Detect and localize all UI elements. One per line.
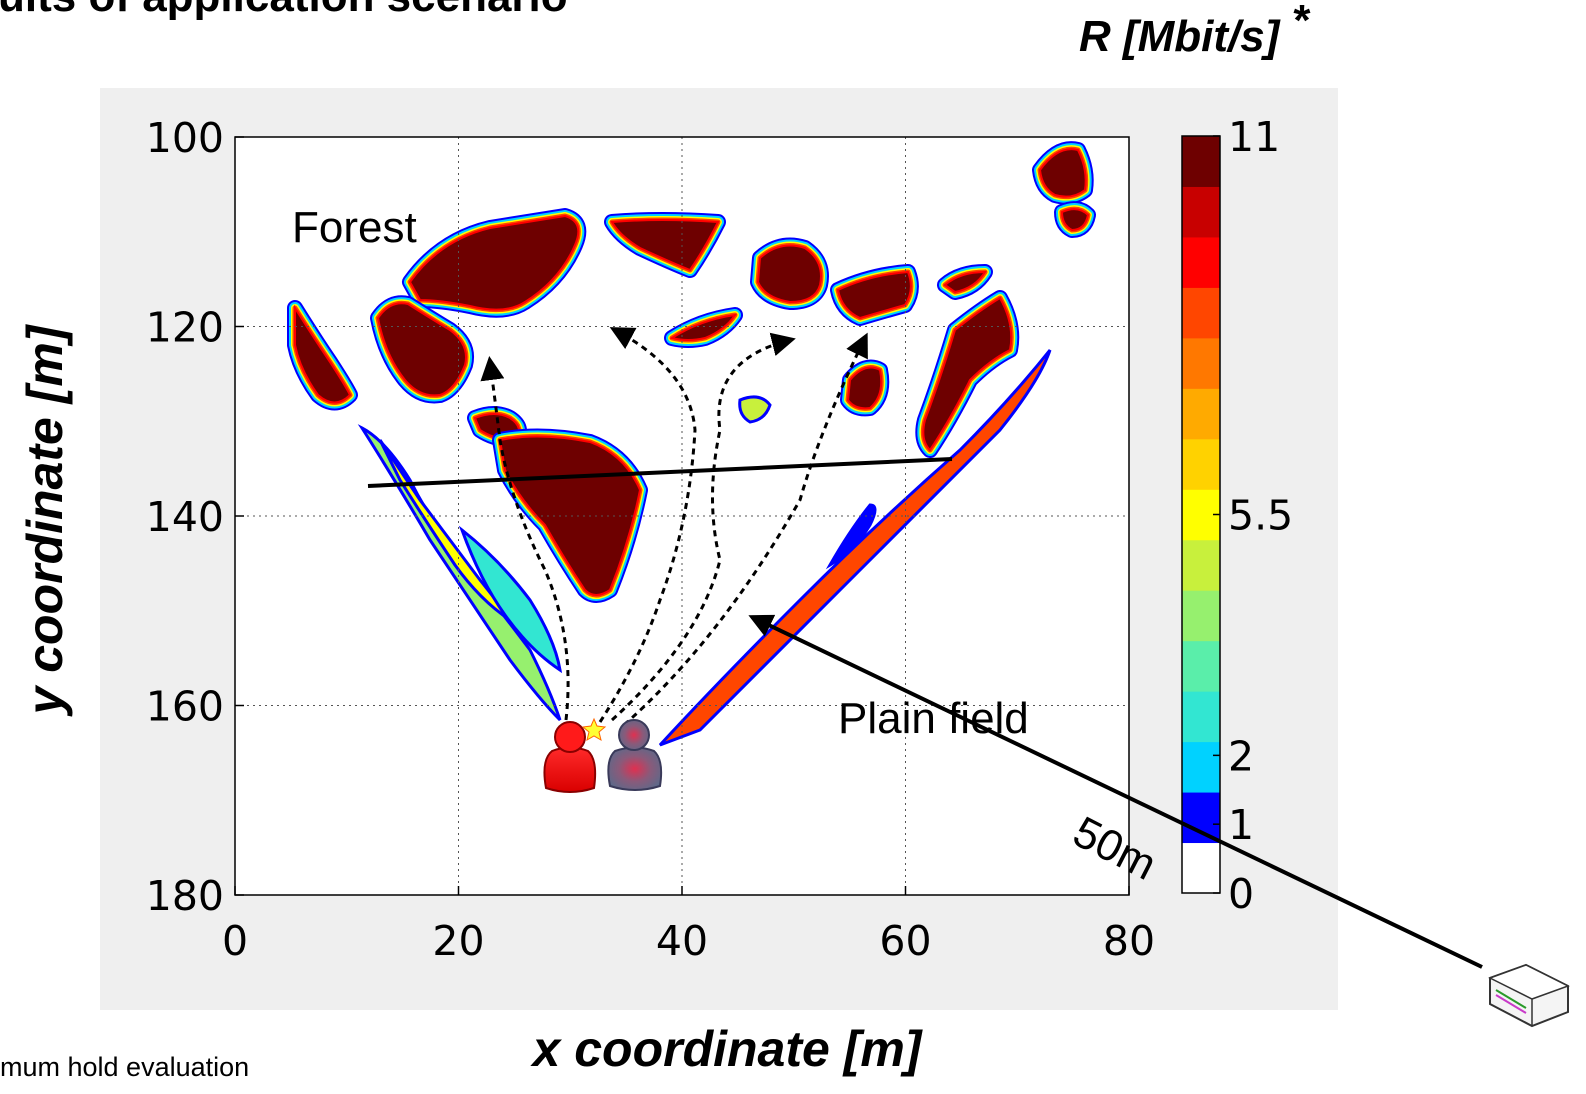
x-tick-label: 80 xyxy=(1103,917,1155,965)
region-east-ridge xyxy=(922,296,1013,452)
x-axis-label: x coordinate [m] xyxy=(530,1021,924,1077)
region-sw-cyan xyxy=(458,525,563,674)
boundary-line xyxy=(367,457,953,488)
x-tick-label: 20 xyxy=(432,917,484,965)
region-tiny-ne xyxy=(943,270,987,294)
region-east-small xyxy=(846,366,883,410)
y-axis-label: y coordinate [m] xyxy=(17,323,73,717)
colorbar-swatch xyxy=(1182,842,1220,894)
colorbar-swatch xyxy=(1182,792,1220,844)
region-small-flat xyxy=(669,313,738,341)
tick-layer: 0 20 40 60 80 100 120 140 160 180 xyxy=(146,114,1155,965)
y-tick-label: 160 xyxy=(146,683,224,731)
person-red-icon xyxy=(543,721,597,793)
colorbar-swatch xyxy=(1182,438,1220,490)
walking-path xyxy=(610,332,796,722)
colorbar-tick-label: 11 xyxy=(1228,113,1280,161)
colorbar-title-asterisk: * xyxy=(1293,0,1311,45)
colorbar-tick-label: 5.5 xyxy=(1228,492,1293,540)
colorbar-swatch xyxy=(1182,287,1220,339)
region-top-right-small xyxy=(1060,208,1090,232)
distance-arrow xyxy=(748,614,1483,969)
annotation-forest: Forest xyxy=(292,203,417,252)
person-gray-icon xyxy=(607,719,663,791)
region-se-band xyxy=(658,349,1052,747)
y-tick-label: 140 xyxy=(146,493,224,541)
region-left-edge xyxy=(294,304,352,404)
colorbar-title-text: R [Mbit/s] xyxy=(1079,12,1280,61)
colorbar-swatch xyxy=(1182,186,1220,238)
colorbar-tick-label: 0 xyxy=(1228,870,1254,918)
colorbar-title: R [Mbit/s] * xyxy=(1079,0,1311,62)
colorbar: 0 1 2 5.5 11 xyxy=(1181,113,1293,918)
walking-path xyxy=(598,327,697,723)
region-north-east xyxy=(836,270,912,320)
walking-paths xyxy=(367,327,953,727)
colorbar-swatch xyxy=(1182,691,1220,743)
x-tick-label: 60 xyxy=(879,917,931,965)
x-tick-label: 0 xyxy=(222,917,248,965)
region-forest-ne xyxy=(408,214,580,311)
region-se-blue-streak xyxy=(825,503,877,570)
y-tick-label: 120 xyxy=(146,304,224,352)
region-top-right xyxy=(1038,148,1087,198)
walking-path xyxy=(480,356,570,721)
region-north-center xyxy=(756,244,822,304)
router-icon xyxy=(1488,963,1570,1028)
colorbar-swatch xyxy=(1182,388,1220,440)
colorbar-swatch xyxy=(1182,640,1220,692)
slide-title: ults of application scenario xyxy=(0,0,568,22)
y-tick-label: 100 xyxy=(146,114,224,162)
colorbar-swatch xyxy=(1182,337,1220,389)
colorbar-swatch xyxy=(1182,236,1220,288)
colorbar-swatch xyxy=(1182,741,1220,793)
footnote: mum hold evaluation xyxy=(0,1052,250,1082)
region-north-triangle xyxy=(610,219,720,272)
x-tick-label: 40 xyxy=(656,917,708,965)
colorbar-swatch xyxy=(1182,590,1220,642)
colorbar-tick-label: 2 xyxy=(1228,732,1254,780)
region-forest-w xyxy=(376,302,467,397)
colorbar-swatch xyxy=(1182,136,1220,187)
colorbar-tick-label: 1 xyxy=(1228,801,1254,849)
walking-path xyxy=(623,332,868,727)
region-small-green xyxy=(738,395,772,424)
colorbar-swatch xyxy=(1182,539,1220,591)
heatmap-layer xyxy=(287,141,1096,747)
y-tick-label: 180 xyxy=(146,872,224,920)
star-icon xyxy=(581,717,607,742)
